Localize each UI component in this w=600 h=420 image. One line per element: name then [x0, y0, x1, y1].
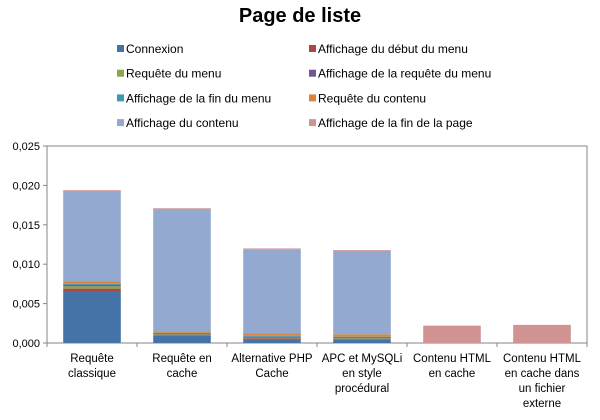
bar-segment: [63, 290, 121, 343]
bar-segment: [333, 336, 391, 338]
bar-segment: [243, 337, 301, 339]
y-tick-label: 0,015: [12, 220, 40, 232]
x-category-label: Cache: [255, 368, 288, 380]
bar-segment: [63, 281, 121, 284]
legend-swatch: [309, 45, 316, 52]
legend-swatch: [117, 45, 124, 52]
x-category-label: Alternative PHP: [231, 353, 313, 365]
bar-segment: [63, 284, 121, 287]
legend-swatch: [309, 119, 316, 127]
bar-segment: [153, 333, 211, 335]
bar-segment: [63, 288, 121, 291]
bar-segment: [63, 190, 121, 191]
bar-segment: [333, 339, 391, 343]
y-tick-label: 0,020: [12, 180, 40, 192]
legend-swatch: [117, 69, 124, 77]
x-category-label: Requête en: [152, 353, 211, 365]
x-category-label: cache: [167, 368, 198, 380]
bar-segment: [333, 334, 391, 337]
x-category-label: en cache: [429, 368, 476, 380]
x-category-label: procédural: [335, 383, 389, 395]
bar-segment: [333, 339, 391, 340]
y-tick-label: 0,000: [12, 338, 40, 350]
x-category-label: en cache dans: [505, 368, 580, 380]
x-category-label: Contenu HTML: [503, 353, 582, 365]
y-tick-label: 0,010: [12, 259, 40, 271]
x-category-label: classique: [68, 368, 116, 380]
bar-segment: [243, 335, 301, 337]
y-tick-label: 0,005: [12, 299, 40, 311]
bar-segment: [243, 333, 301, 336]
chart-title: Page de liste: [239, 5, 361, 27]
legend-swatch: [117, 94, 124, 102]
legend-label: Requête du menu: [126, 67, 221, 81]
legend-label: Affichage de la fin du menu: [126, 91, 271, 105]
legend-label: Affichage de la requête du menu: [318, 67, 491, 81]
legend-label: Affichage de la fin de la page: [318, 116, 473, 130]
bar-segment: [513, 324, 571, 343]
bar-segment: [63, 283, 121, 285]
legend-swatch: [309, 69, 316, 77]
bar-segment: [153, 334, 211, 336]
plot-area: 0,000 0,005 0,010 0,015 0,020 0,025 Requête cla…: [12, 141, 588, 410]
legend-swatch: [117, 119, 124, 127]
bar-segment: [153, 332, 211, 334]
legend-label: Affichage du contenu: [126, 116, 239, 130]
legend-label: Connexion: [126, 42, 183, 56]
bar-segment: [153, 335, 211, 343]
bar-segment: [153, 209, 211, 332]
bar-segment: [153, 335, 211, 336]
bar-segment: [423, 325, 481, 343]
bar-segment: [243, 339, 301, 343]
bar-segment: [243, 336, 301, 338]
bar-segment: [333, 337, 391, 339]
x-category-label: Requête: [70, 353, 113, 365]
bar-segment: [153, 208, 211, 210]
bar-segment: [243, 248, 301, 250]
bar-segment: [243, 338, 301, 340]
bar-segment: [333, 338, 391, 340]
bar-segment: [333, 250, 391, 335]
legend-label: Affichage du début du menu: [318, 42, 468, 56]
x-category-label: externe: [523, 398, 561, 410]
bar-segment: [63, 286, 121, 289]
plot-border: [46, 145, 588, 344]
x-category-label: Contenu HTML: [413, 353, 492, 365]
x-category-label: un fichier: [519, 383, 566, 395]
legend-label: Requête du contenu: [318, 91, 426, 105]
x-category-label: en style: [342, 368, 382, 380]
legend: Connexion Affichage du début du menu Requê…: [117, 42, 491, 130]
bar-segment: [243, 249, 301, 334]
legend-swatch: [309, 94, 316, 102]
bar-segment: [333, 250, 391, 251]
y-tick-label: 0,025: [12, 141, 40, 153]
x-category-label: APC et MySQLi: [322, 353, 403, 365]
bar-segment: [63, 190, 121, 282]
bar-segment: [153, 331, 211, 333]
